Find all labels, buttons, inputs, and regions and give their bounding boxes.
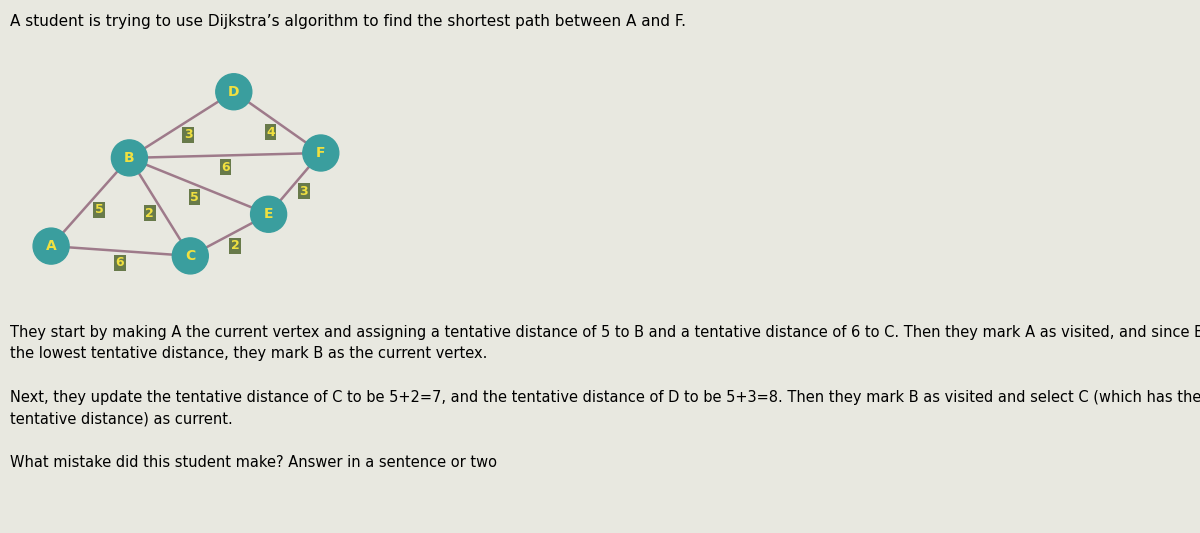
Text: 3: 3 <box>184 128 192 141</box>
Text: B: B <box>124 151 134 165</box>
Text: What mistake did this student make? Answer in a sentence or two: What mistake did this student make? Answ… <box>10 455 497 470</box>
Text: 6: 6 <box>115 256 124 270</box>
Text: D: D <box>228 85 240 99</box>
Circle shape <box>302 135 338 171</box>
Text: 4: 4 <box>266 126 275 139</box>
Circle shape <box>34 228 70 264</box>
Text: They start by making A the current vertex and assigning a tentative distance of : They start by making A the current verte… <box>10 325 1200 361</box>
Circle shape <box>216 74 252 110</box>
Text: Next, they update the tentative distance of C to be 5+2=7, and the tentative dis: Next, they update the tentative distance… <box>10 390 1200 426</box>
Circle shape <box>173 238 209 274</box>
Text: 2: 2 <box>230 239 240 252</box>
Text: A student is trying to use Dijkstra’s algorithm to find the shortest path betwee: A student is trying to use Dijkstra’s al… <box>10 14 686 29</box>
Text: 5: 5 <box>95 204 103 216</box>
Circle shape <box>112 140 148 176</box>
Text: 2: 2 <box>145 207 154 220</box>
Text: 3: 3 <box>300 185 308 198</box>
Circle shape <box>251 196 287 232</box>
Text: 5: 5 <box>190 191 199 204</box>
Text: A: A <box>46 239 56 253</box>
Text: 6: 6 <box>221 161 229 174</box>
Text: E: E <box>264 207 274 221</box>
Text: C: C <box>185 249 196 263</box>
Text: F: F <box>316 146 325 160</box>
